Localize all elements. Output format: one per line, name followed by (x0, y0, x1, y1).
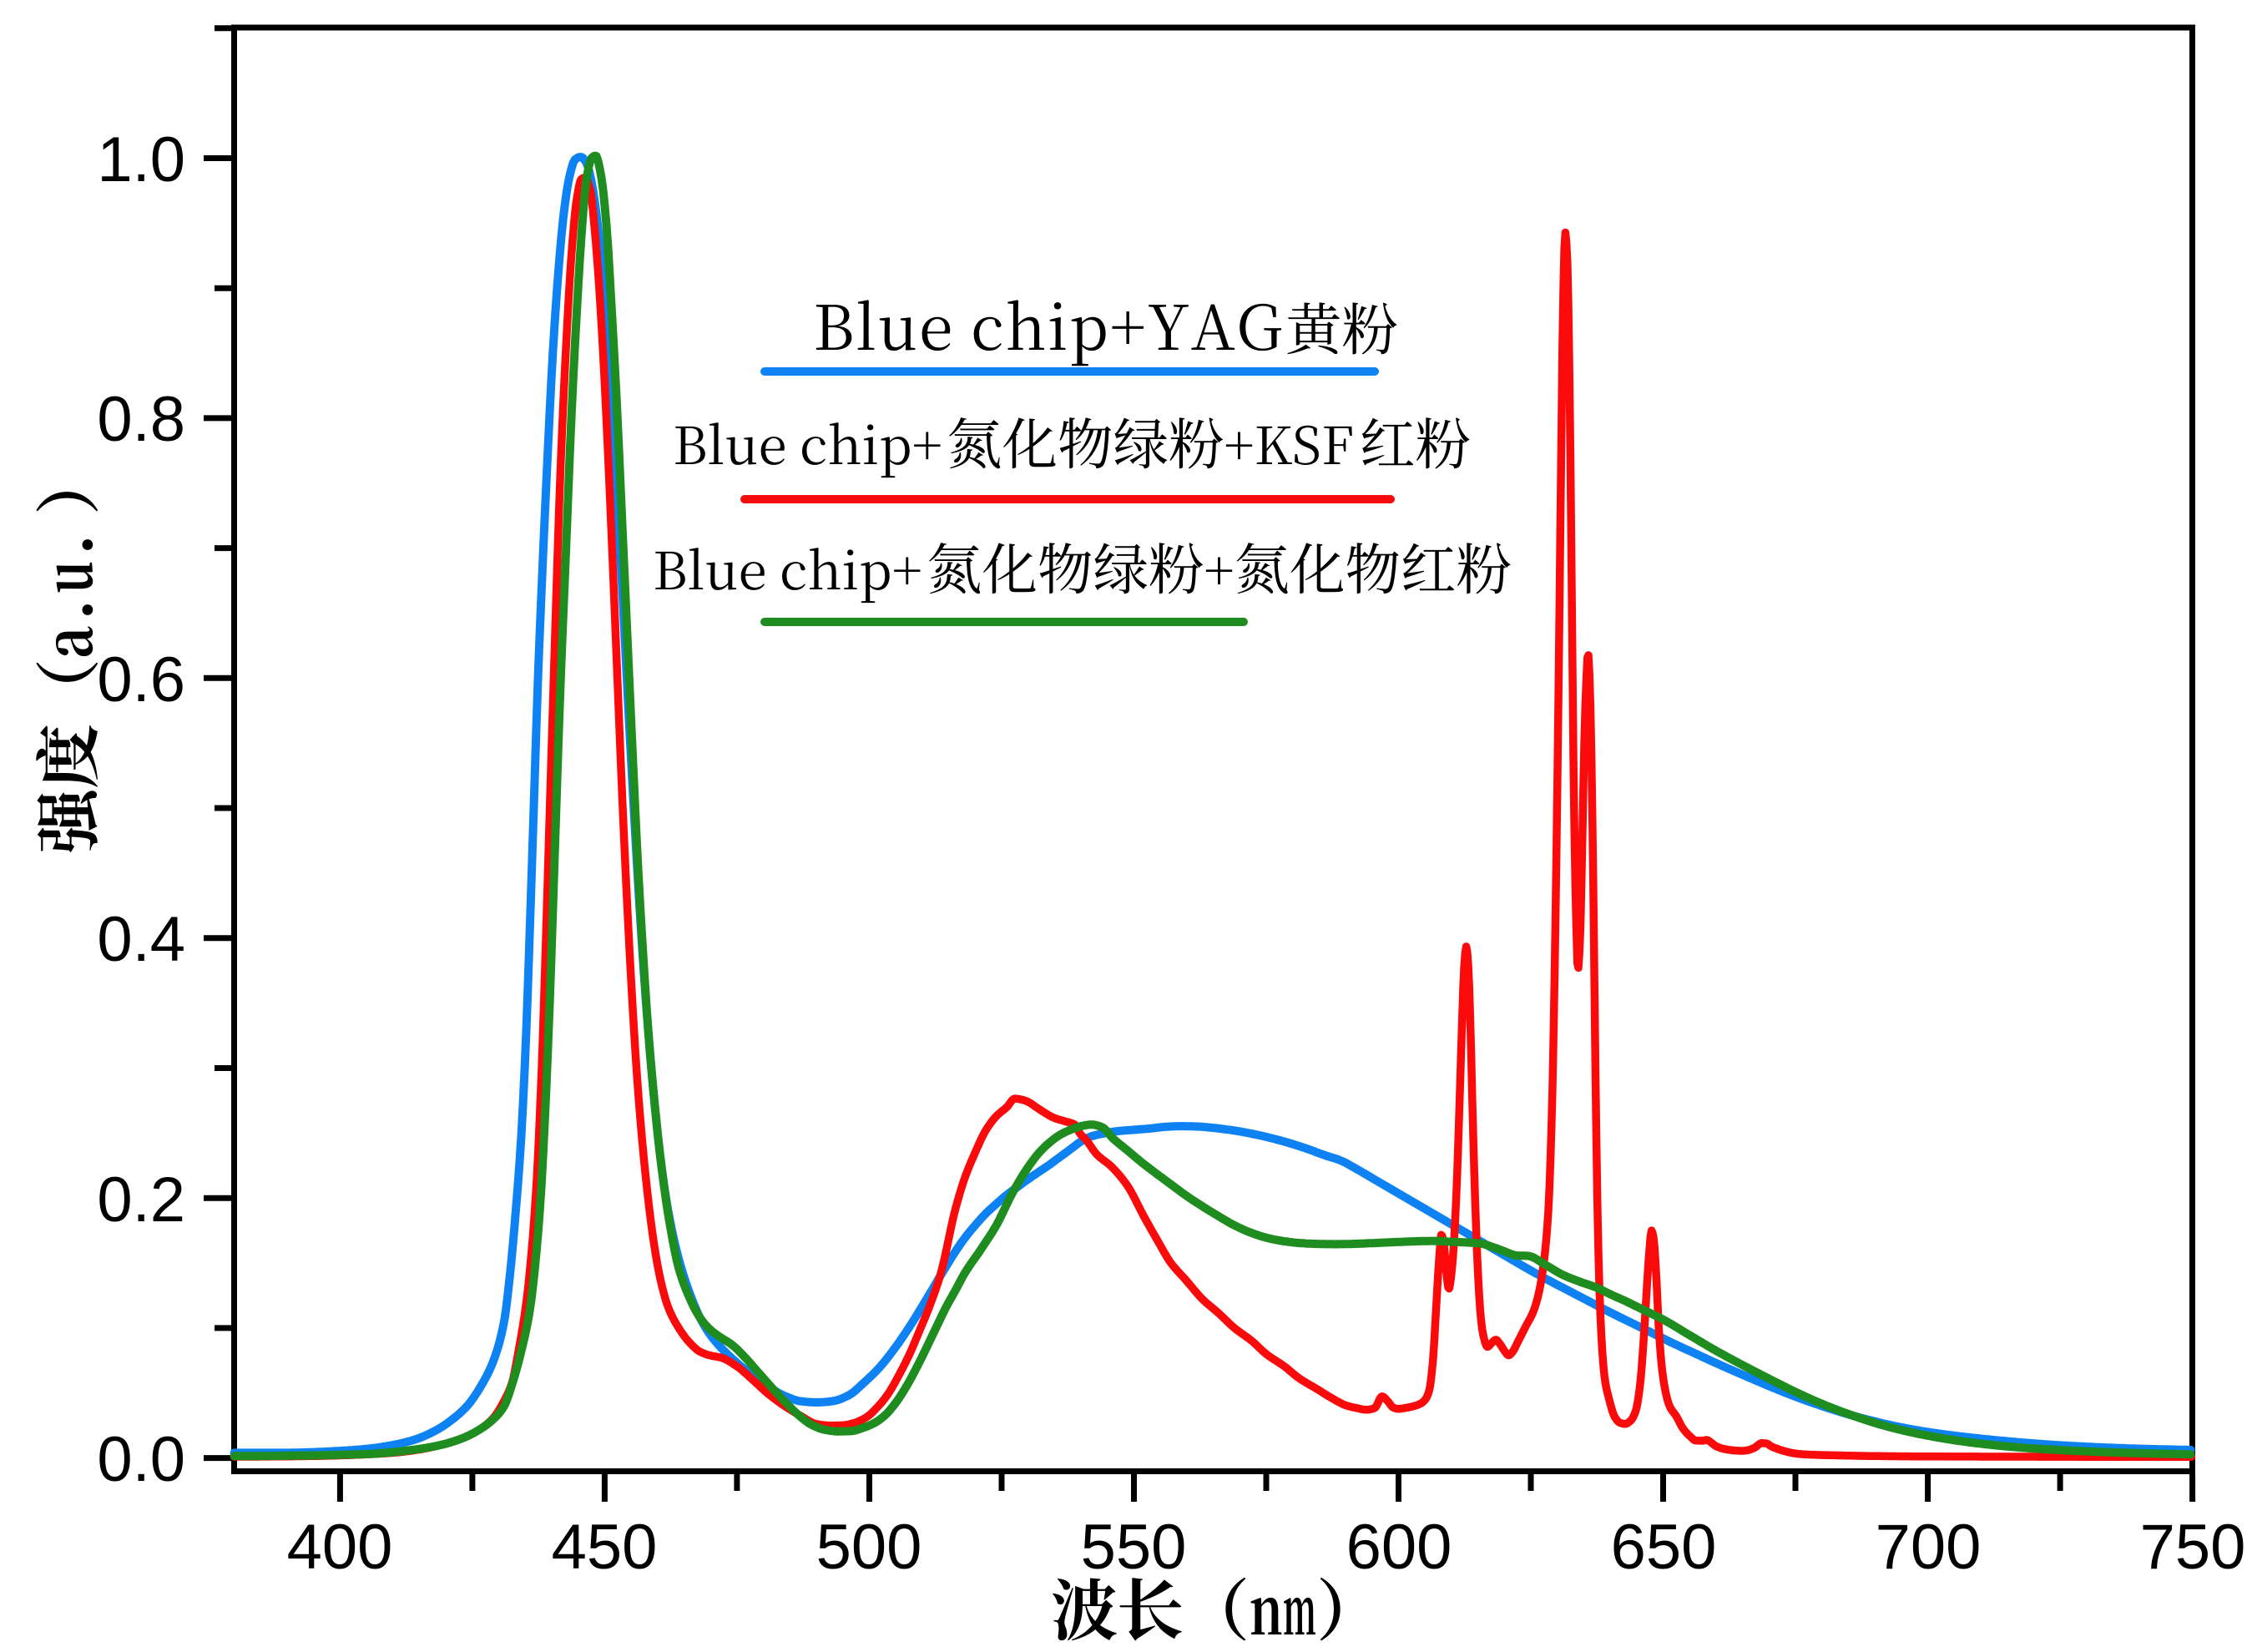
svg-text:0.2: 0.2 (97, 1164, 185, 1235)
svg-text:750: 750 (2140, 1512, 2246, 1583)
svg-text:450: 450 (552, 1512, 658, 1583)
svg-text:1.0: 1.0 (97, 124, 185, 195)
svg-text:400: 400 (287, 1512, 393, 1583)
svg-text:0.6: 0.6 (97, 644, 185, 715)
svg-text:600: 600 (1346, 1512, 1452, 1583)
svg-text:500: 500 (816, 1512, 922, 1583)
svg-text:650: 650 (1611, 1512, 1717, 1583)
svg-text:550: 550 (1081, 1512, 1187, 1583)
svg-text:0.0: 0.0 (97, 1424, 185, 1495)
svg-text:0.4: 0.4 (97, 904, 185, 975)
svg-text:0.8: 0.8 (97, 384, 185, 455)
svg-text:700: 700 (1876, 1512, 1982, 1583)
